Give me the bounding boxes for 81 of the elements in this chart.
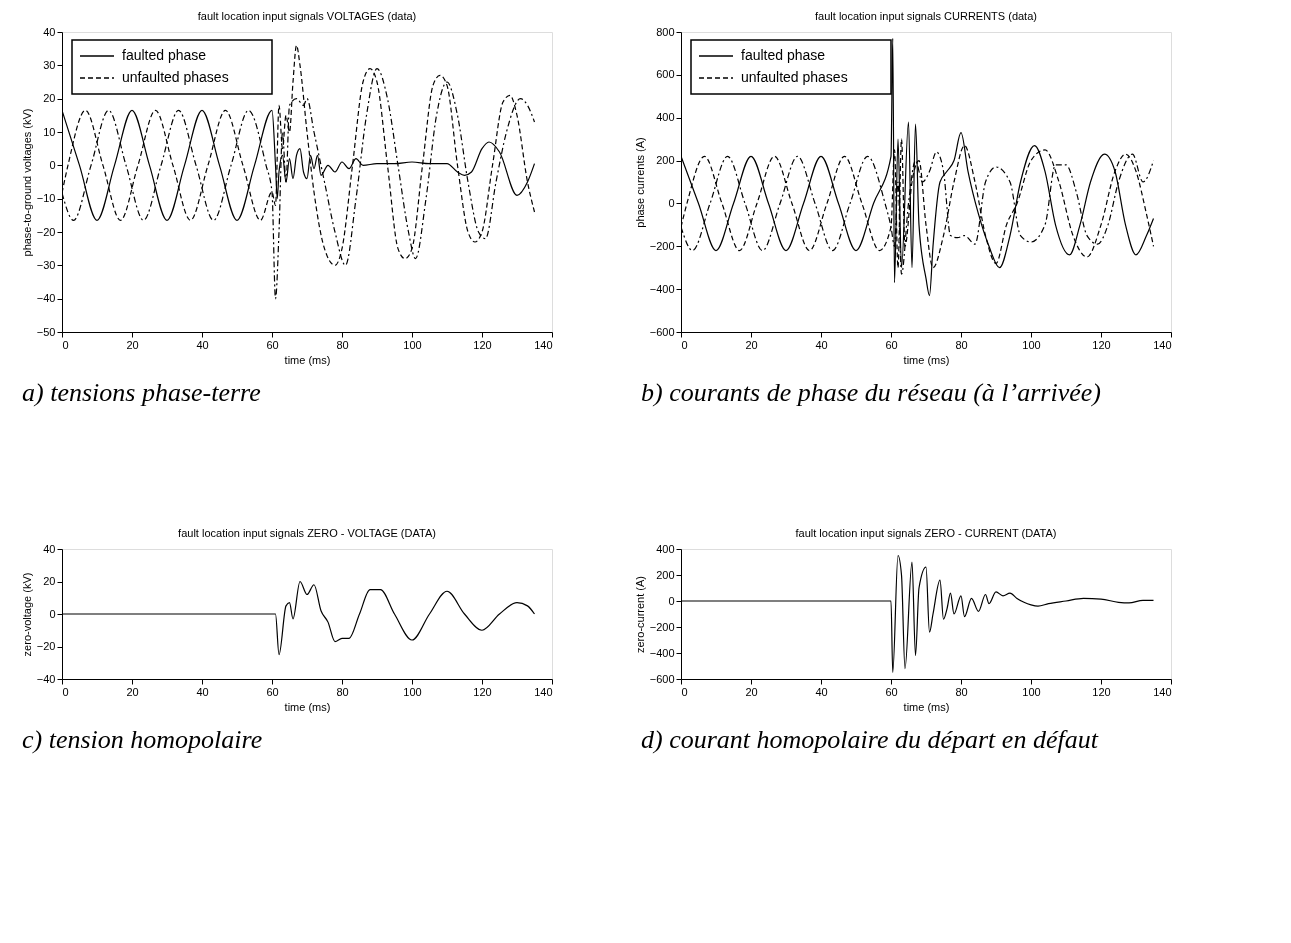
y-tick-label: 30 xyxy=(43,58,56,71)
y-tick-label: 0 xyxy=(668,594,675,607)
x-tick-label: 0 xyxy=(681,685,688,698)
y-tick-label: −200 xyxy=(649,620,675,633)
x-tick-label: 120 xyxy=(473,685,492,698)
x-tick-label: 140 xyxy=(1153,338,1172,351)
x-tick-label: 40 xyxy=(196,685,209,698)
x-tick-label: 120 xyxy=(1092,338,1111,351)
y-tick-label: −50 xyxy=(36,325,56,338)
x-tick-label: 140 xyxy=(1153,685,1172,698)
legend-label: faulted phase xyxy=(122,47,207,63)
x-tick-label: 100 xyxy=(403,338,422,351)
y-tick-label: −20 xyxy=(36,640,56,652)
x-tick-label: 20 xyxy=(745,338,758,351)
y-tick-label: −20 xyxy=(36,225,56,238)
x-tick-label: 100 xyxy=(403,685,422,698)
x-tick-label: 80 xyxy=(336,685,349,698)
y-tick-label: 800 xyxy=(656,25,675,38)
x-tick-label: 60 xyxy=(266,685,279,698)
x-tick-label: 20 xyxy=(126,685,139,698)
x-axis-title: time (ms) xyxy=(284,700,331,713)
x-tick-label: 100 xyxy=(1022,338,1041,351)
y-tick-label: 40 xyxy=(43,25,56,38)
text: c) tension homopolaire xyxy=(22,725,263,754)
y-axis-title: zero-current (A) xyxy=(633,575,646,654)
x-tick-label: 80 xyxy=(955,685,968,698)
x-tick-label: 0 xyxy=(62,338,69,351)
y-tick-label: −10 xyxy=(36,192,56,205)
x-tick-label: 100 xyxy=(1022,685,1041,698)
y-tick-label: 40 xyxy=(43,542,56,555)
text: a) tensions phase-terre xyxy=(22,378,261,407)
x-tick-label: 120 xyxy=(1092,685,1111,698)
chart-title: fault location input signals ZERO - VOLTAGE (DATA) xyxy=(178,527,436,539)
y-tick-label: 400 xyxy=(656,111,675,124)
x-axis-title: time (ms) xyxy=(284,353,331,366)
x-tick-label: 120 xyxy=(473,338,492,351)
y-tick-label: 0 xyxy=(668,196,675,209)
y-tick-label: 0 xyxy=(49,158,56,171)
text: b) courants de phase du réseau (à l’arrivée) xyxy=(641,378,1101,407)
chart-title: fault location input signals ZERO - CURRENT (DATA) xyxy=(795,527,1057,539)
x-tick-label: 0 xyxy=(681,338,688,351)
x-tick-label: 140 xyxy=(534,685,553,698)
x-axis-title: time (ms) xyxy=(903,353,950,366)
chart-title: fault location input signals VOLTAGES (data) xyxy=(197,10,417,22)
x-tick-label: 20 xyxy=(126,338,139,351)
y-tick-label: −40 xyxy=(36,292,56,305)
x-tick-label: 80 xyxy=(336,338,349,351)
x-axis-title: time (ms) xyxy=(903,700,950,713)
text: d) courant homopolaire du départ en défaut xyxy=(641,725,1099,754)
y-tick-label: −40 xyxy=(36,672,56,685)
y-axis-title: phase currents (A) xyxy=(633,137,646,228)
x-tick-label: 140 xyxy=(534,338,553,351)
y-tick-label: −600 xyxy=(649,325,675,338)
x-tick-label: 60 xyxy=(266,338,279,351)
y-tick-label: −400 xyxy=(649,646,675,659)
y-tick-label: −30 xyxy=(36,258,56,271)
y-tick-label: −200 xyxy=(649,239,675,252)
y-tick-label: 200 xyxy=(656,154,675,167)
y-tick-label: 0 xyxy=(49,607,56,620)
x-tick-label: 60 xyxy=(885,685,898,698)
x-tick-label: 0 xyxy=(62,685,69,698)
chart-title: fault location input signals CURRENTS (data) xyxy=(815,10,1037,22)
legend-label: faulted phase xyxy=(741,47,826,63)
y-tick-label: −400 xyxy=(649,282,675,295)
y-axis-title: phase-to-ground voltages (kV) xyxy=(20,108,33,257)
y-tick-label: 10 xyxy=(43,125,56,138)
x-tick-label: 60 xyxy=(885,338,898,351)
x-tick-label: 80 xyxy=(955,338,968,351)
y-tick-label: 200 xyxy=(656,568,675,581)
y-tick-label: 20 xyxy=(43,92,56,105)
y-tick-label: 600 xyxy=(656,68,675,81)
y-tick-label: 400 xyxy=(656,542,675,555)
y-tick-label: −600 xyxy=(649,672,675,685)
y-tick-label: 20 xyxy=(43,575,56,587)
legend-label: unfaulted phases xyxy=(741,69,848,85)
x-tick-label: 20 xyxy=(745,685,758,698)
x-tick-label: 40 xyxy=(196,338,209,351)
y-axis-title: zero-voltage (kV) xyxy=(20,572,33,657)
legend-label: unfaulted phases xyxy=(122,69,229,85)
x-tick-label: 40 xyxy=(815,338,828,351)
x-tick-label: 40 xyxy=(815,685,828,698)
